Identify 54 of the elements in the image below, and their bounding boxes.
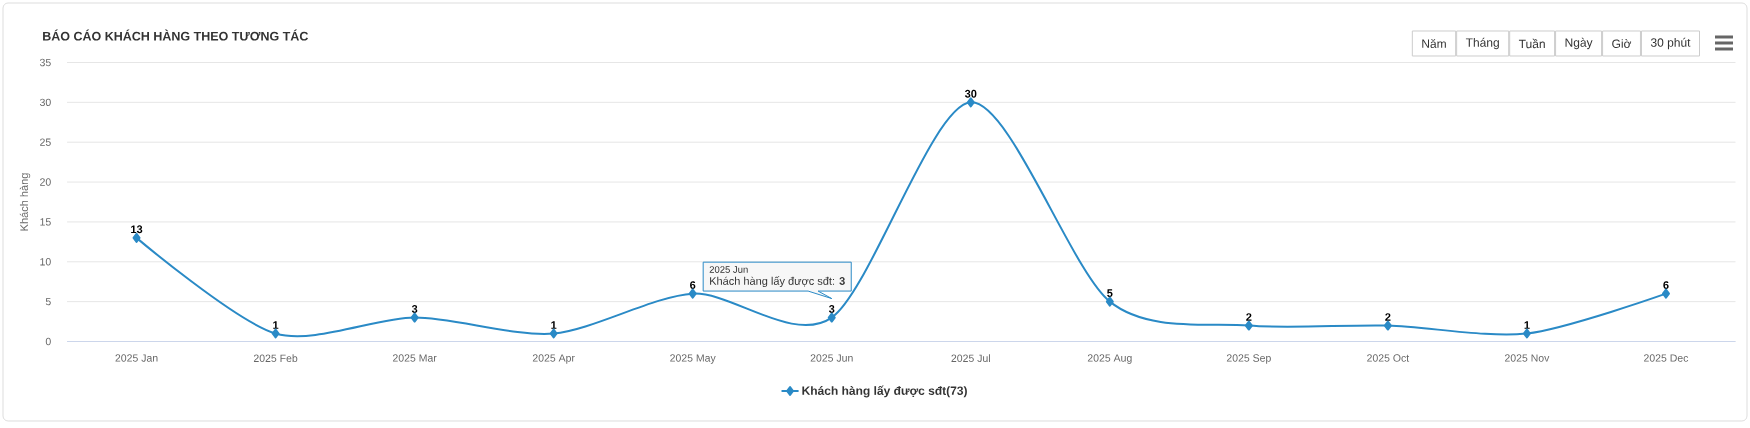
- y-tick-label: 10: [40, 258, 51, 266]
- x-tick-label: 2025 Jul: [951, 354, 990, 363]
- x-tick-label: 2025 Nov: [1504, 354, 1550, 362]
- point: [1383, 320, 1392, 331]
- point: [271, 328, 280, 339]
- text: Ngày: [1565, 37, 1593, 50]
- annotation: 2025 Jun: [709, 266, 748, 273]
- x-tick-label: 2025 Sep: [1226, 354, 1271, 364]
- y-tick-label: 25: [40, 138, 51, 146]
- text: Tháng: [1465, 37, 1499, 50]
- y-tick-label: 15: [40, 218, 51, 226]
- x-tick-label: 2025 Mar: [392, 354, 437, 362]
- text: Tuần: [1518, 38, 1545, 49]
- y-tick-label: 5: [45, 297, 51, 306]
- text: Năm: [1422, 39, 1446, 48]
- chart-title: BÁO CÁO KHÁCH HÀNG THEO TƯƠNG TÁC: [43, 29, 309, 41]
- data-label: 1: [551, 321, 557, 329]
- x-tick-label: 2025 Apr: [532, 354, 575, 364]
- annotation: Khách hàng lấy được sđt: 3: [710, 276, 845, 288]
- x-tick-label: 2025 Oct: [1367, 354, 1410, 362]
- point: [410, 312, 419, 323]
- data-label: 6: [1663, 281, 1669, 289]
- data-label: 2: [1246, 313, 1252, 321]
- x-tick-label: 2025 Dec: [1644, 354, 1689, 362]
- point: [966, 97, 975, 108]
- point: [1522, 328, 1531, 339]
- x-tick-label: 2025 Jun: [810, 354, 853, 362]
- data-label: 5: [1107, 289, 1113, 297]
- point: [1244, 320, 1253, 331]
- x-tick-label: 2025 Aug: [1087, 354, 1132, 364]
- data-label: 6: [690, 281, 696, 289]
- y-axis-title: Khách hàng: [19, 173, 31, 231]
- point: [827, 312, 836, 323]
- data-label: 30: [964, 89, 977, 98]
- text: 30 phút: [1650, 37, 1691, 50]
- x-tick-label: 2025 Jan: [115, 354, 158, 362]
- legend-label: Khách hàng lấy được sđt(73): [802, 385, 967, 398]
- y-tick-label: 0: [45, 337, 51, 346]
- data-label: 3: [828, 305, 835, 313]
- x-tick-label: 2025 May: [670, 354, 716, 364]
- y-tick-label: 35: [39, 58, 51, 67]
- y-tick-label: 20: [40, 178, 51, 186]
- point: [549, 328, 558, 339]
- point: [688, 288, 697, 299]
- text: Giờ: [1612, 39, 1632, 48]
- data-label: 2: [1385, 313, 1391, 321]
- data-label: 13: [131, 225, 143, 234]
- data-label: 1: [273, 321, 279, 329]
- point: [1661, 288, 1670, 299]
- point: [1105, 296, 1114, 307]
- x-tick-label: 2025 Feb: [253, 354, 298, 363]
- data-label: 3: [411, 305, 418, 313]
- data-label: 1: [1524, 321, 1530, 329]
- y-tick-label: 30: [39, 98, 51, 107]
